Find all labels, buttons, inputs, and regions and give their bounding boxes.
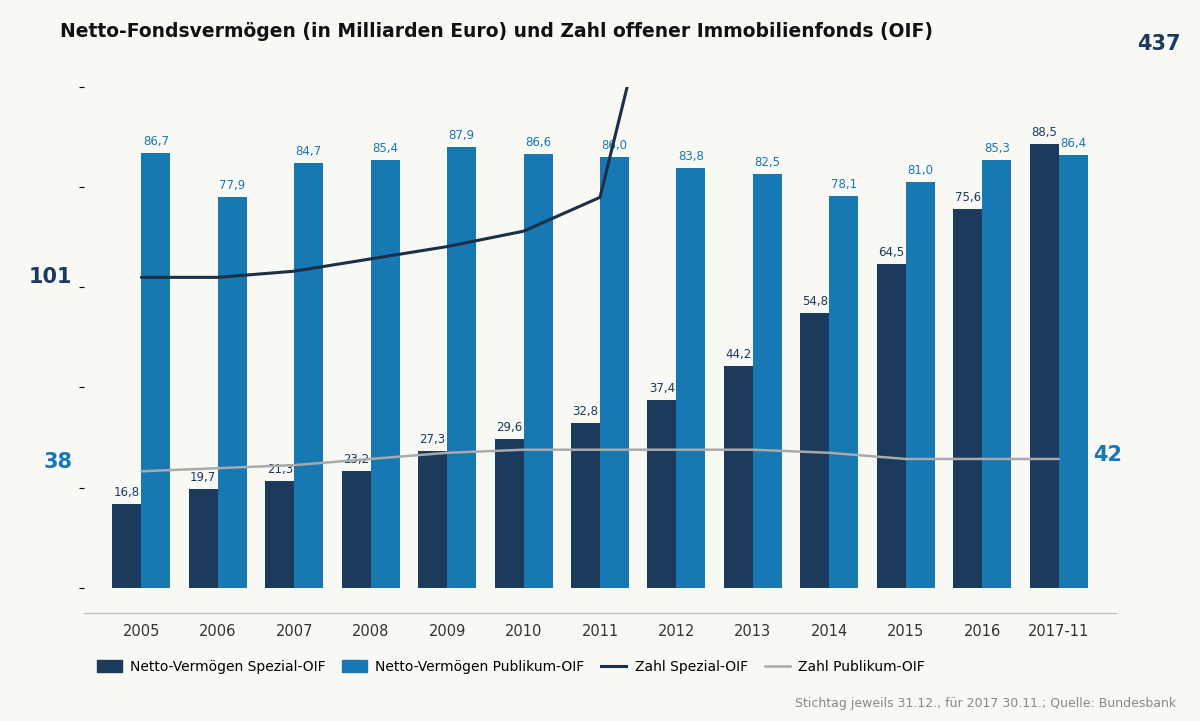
Text: 27,3: 27,3 [420,433,445,446]
Text: 23,2: 23,2 [343,454,370,466]
Text: 32,8: 32,8 [572,405,599,418]
Bar [265,481,294,588]
Text: Stichtag jeweils 31.12., für 2017 30.11.; Quelle: Bundesbank: Stichtag jeweils 31.12., für 2017 30.11.… [794,697,1176,710]
Text: 54,8: 54,8 [802,295,828,308]
Text: 84,7: 84,7 [295,145,322,158]
Bar [953,209,983,588]
Bar [829,196,858,588]
Bar [494,439,523,588]
Text: 16,8: 16,8 [114,485,140,498]
Text: Netto-Fondsvermögen (in Milliarden Euro) und Zahl offener Immobilienfonds (OIF): Netto-Fondsvermögen (in Milliarden Euro)… [60,22,934,40]
Text: 29,6: 29,6 [496,421,522,434]
Bar [342,472,371,588]
Text: 437: 437 [1136,35,1180,54]
Text: 42: 42 [1093,445,1122,465]
Bar [800,313,829,588]
Bar [188,489,217,588]
Bar [523,154,553,588]
Bar [113,503,142,588]
Bar [752,174,782,588]
Bar [1058,155,1087,588]
Bar [906,182,935,588]
Bar [418,451,448,588]
Text: 44,2: 44,2 [725,348,751,361]
Text: 38: 38 [43,453,72,472]
Bar [647,400,677,588]
Text: 81,0: 81,0 [907,164,934,177]
Text: 85,3: 85,3 [984,142,1009,155]
Bar [217,198,247,588]
Text: 75,6: 75,6 [955,191,980,204]
Text: 86,0: 86,0 [601,138,628,151]
Text: 83,8: 83,8 [678,150,704,163]
Text: 101: 101 [29,267,72,287]
Text: 21,3: 21,3 [266,463,293,476]
Text: 86,4: 86,4 [1060,137,1086,150]
Text: 77,9: 77,9 [220,180,246,193]
Bar [571,423,600,588]
Bar [1030,144,1058,588]
Bar [600,156,629,588]
Text: 82,5: 82,5 [755,156,780,169]
Legend: Netto-Vermögen Spezial-OIF, Netto-Vermögen Publikum-OIF, Zahl Spezial-OIF, Zahl : Netto-Vermögen Spezial-OIF, Netto-Vermög… [91,655,930,680]
Text: 88,5: 88,5 [1031,126,1057,139]
Bar [371,160,400,588]
Bar [294,163,323,588]
Text: 86,7: 86,7 [143,135,169,149]
Text: 64,5: 64,5 [878,247,905,260]
Bar [724,366,752,588]
Text: 86,6: 86,6 [526,136,551,149]
Bar [677,168,706,588]
Bar [877,265,906,588]
Text: 37,4: 37,4 [649,382,674,395]
Text: 19,7: 19,7 [190,471,216,484]
Bar [142,153,170,588]
Bar [448,147,476,588]
Text: 78,1: 78,1 [830,178,857,191]
Text: 87,9: 87,9 [449,129,475,142]
Text: 85,4: 85,4 [372,142,398,155]
Bar [983,160,1012,588]
